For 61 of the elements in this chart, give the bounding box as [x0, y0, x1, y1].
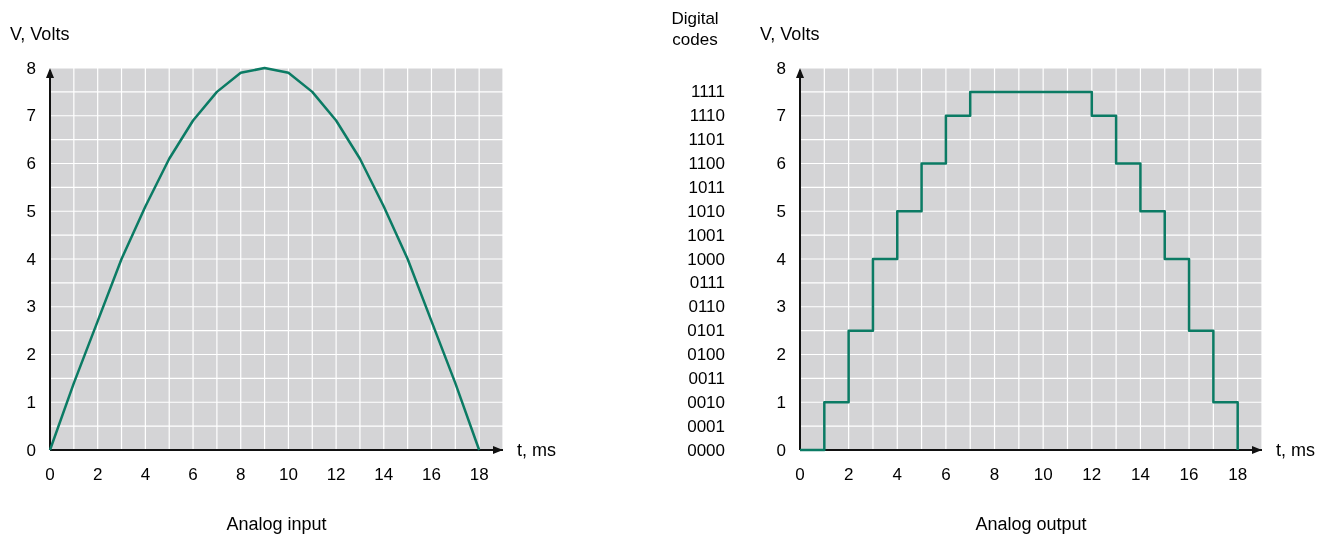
text: 0000	[687, 440, 725, 460]
x-tick-label: 16	[422, 465, 441, 484]
x-tick-label: 14	[374, 465, 394, 484]
x-tick-label: 6	[188, 465, 198, 484]
y-axis-title: V, Volts	[10, 24, 70, 44]
y-tick-label: 4	[26, 249, 36, 269]
y-tick-label: 3	[776, 297, 786, 317]
x-tick-label: 8	[236, 465, 246, 484]
x-tick-label: 4	[140, 465, 151, 484]
y-tick-label: 8	[26, 58, 36, 78]
x-tick-label: 2	[92, 465, 103, 484]
x-tick-label: 14	[1130, 465, 1150, 484]
x-tick-label: 10	[278, 465, 298, 484]
x-tick-label: 12	[1082, 465, 1102, 484]
y-tick-label: 1	[26, 392, 36, 412]
y-tick-label: 7	[26, 106, 36, 126]
x-tick-label: 18	[1228, 465, 1248, 484]
text: 0100	[687, 345, 725, 364]
x-tick-label: 8	[989, 465, 1000, 484]
text: 1001	[687, 225, 725, 245]
x-tick-label: 16	[1179, 465, 1199, 484]
text: 1110	[689, 106, 725, 126]
y-tick-label: 2	[26, 345, 36, 364]
x-axis-title: t, ms	[1276, 440, 1315, 460]
y-tick-label: 5	[26, 201, 36, 221]
text: 1011	[688, 177, 725, 197]
text: 0111	[689, 273, 725, 293]
text: 0010	[687, 392, 725, 412]
x-tick-label: 12	[326, 465, 346, 484]
text: 1010	[687, 201, 725, 221]
x-tick-label: 0	[45, 465, 55, 484]
y-axis-title: V, Volts	[760, 24, 820, 44]
y-tick-label: 8	[776, 58, 786, 78]
y2-axis-title: Digital codes	[671, 9, 719, 49]
y-tick-label: 5	[776, 201, 786, 221]
x-axis-title: t, ms	[517, 440, 556, 460]
x-tick-label: 0	[795, 465, 805, 484]
text: 0110	[688, 297, 725, 317]
text: 0011	[688, 368, 725, 388]
y-tick-label: 6	[776, 154, 786, 173]
x-tick-label: 6	[941, 465, 951, 484]
text: 1111	[690, 82, 725, 102]
y-tick-label: 4	[776, 249, 786, 269]
x-tick-label: 4	[892, 465, 902, 484]
y-tick-label: 7	[776, 106, 786, 126]
text: 1000	[687, 249, 725, 269]
text: 1101	[688, 130, 725, 150]
text: Analog input	[226, 514, 327, 534]
y-tick-label: 0	[26, 440, 36, 460]
y-tick-label: 1	[776, 392, 786, 412]
text: 0001	[687, 416, 725, 436]
text: 1100	[688, 154, 725, 173]
y-tick-label: 6	[26, 154, 36, 173]
y-tick-label: 3	[26, 297, 36, 317]
x-tick-label: 10	[1033, 465, 1053, 484]
x-tick-label: 18	[469, 465, 489, 484]
y-tick-label: 0	[776, 440, 786, 460]
text: Analog output	[975, 514, 1087, 534]
x-tick-label: 2	[843, 465, 854, 484]
y-tick-label: 2	[776, 345, 786, 364]
text: 0101	[687, 321, 725, 341]
